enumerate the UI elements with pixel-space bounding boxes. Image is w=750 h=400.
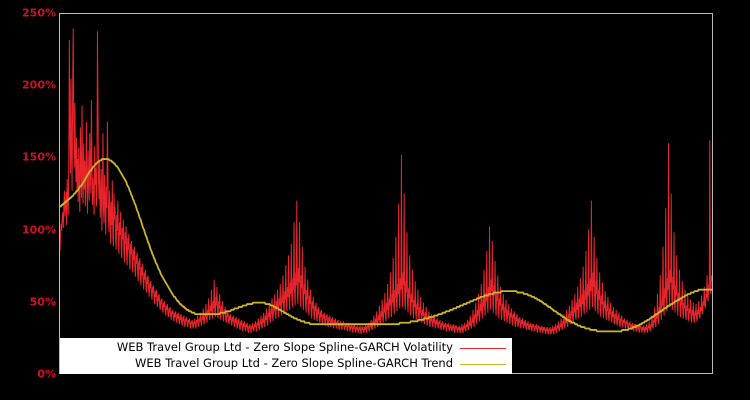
legend-label-trend: WEB Travel Group Ltd - Zero Slope Spline… <box>135 356 453 371</box>
series-line-trend <box>60 158 712 333</box>
legend-entry-trend: WEB Travel Group Ltd - Zero Slope Spline… <box>60 356 506 372</box>
series-line-volatility <box>60 28 712 335</box>
y-axis-tick-100: 100% <box>22 223 56 237</box>
plot-svg <box>60 28 712 335</box>
y-axis-tick-0: 0% <box>37 367 56 381</box>
legend-swatch-trend <box>460 363 506 365</box>
y-axis-tick-200: 200% <box>22 78 56 92</box>
y-axis-tick-150: 150% <box>22 150 56 164</box>
legend-entry-volatility: WEB Travel Group Ltd - Zero Slope Spline… <box>60 340 506 356</box>
chart-legend: WEB Travel Group Ltd - Zero Slope Spline… <box>60 338 512 374</box>
legend-swatch-volatility <box>460 347 506 349</box>
y-axis-tick-50: 50% <box>29 295 56 309</box>
y-axis-tick-250: 250% <box>22 6 56 20</box>
legend-label-volatility: WEB Travel Group Ltd - Zero Slope Spline… <box>116 340 453 355</box>
plot-area <box>59 13 713 374</box>
